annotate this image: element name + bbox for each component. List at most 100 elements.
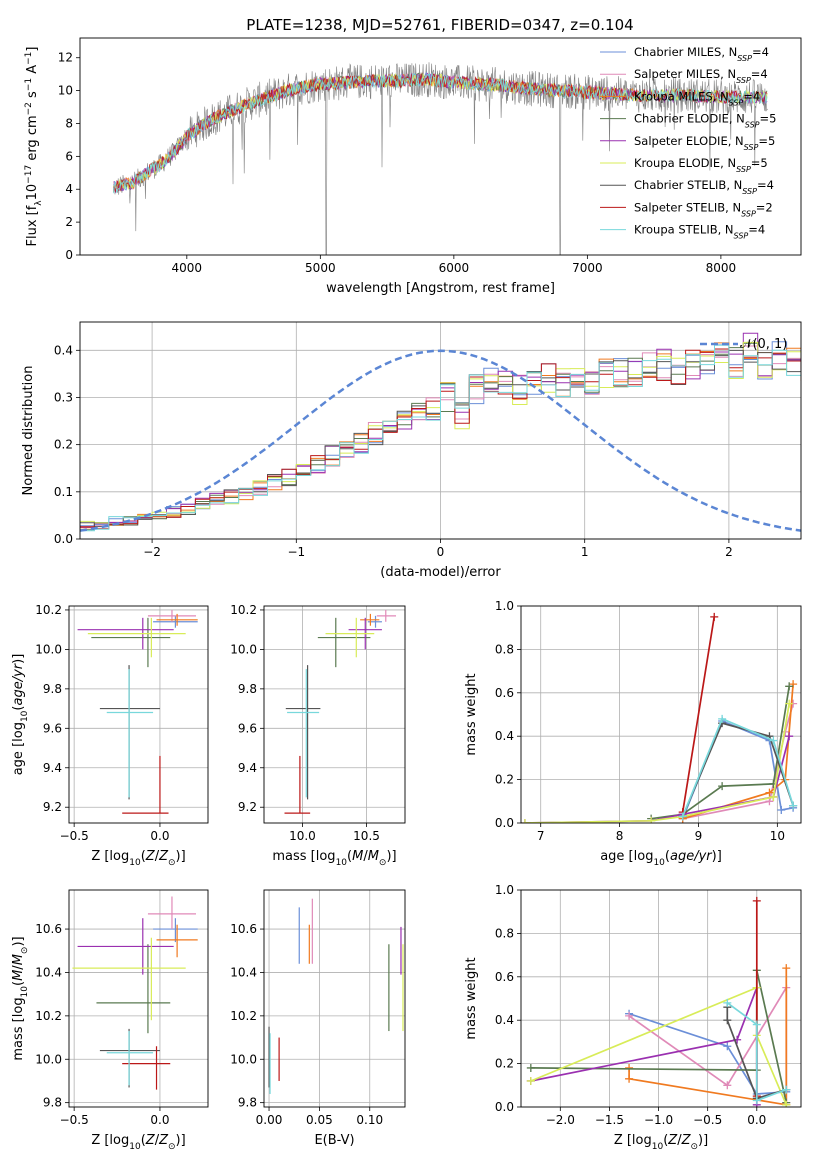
- data-point: [718, 782, 727, 791]
- tick-label-x: 2: [725, 545, 733, 559]
- plot-area-age-vs-mass: [284, 609, 397, 814]
- tick-label-y: 0.2: [495, 1057, 514, 1071]
- y-axis-label: Normed distribution: [21, 366, 36, 496]
- tick-label-x: −0.5: [693, 1113, 722, 1127]
- data-point: [625, 1063, 634, 1072]
- data-point: [769, 792, 778, 801]
- tick-label-y: 0.1: [54, 485, 73, 499]
- data-point: [782, 964, 791, 973]
- tick-label-x: −0.5: [60, 1113, 89, 1127]
- tick-label-y: 0.4: [495, 1013, 514, 1027]
- tick-label-x: 8000: [706, 261, 737, 275]
- data-point: [765, 788, 774, 797]
- tick-label-y: 9.4: [43, 761, 62, 775]
- y-axis-label: mass weight: [464, 673, 479, 755]
- tick-label-y: 10.2: [230, 603, 257, 617]
- data-point: [782, 1100, 791, 1107]
- tick-label-y: 10.6: [35, 922, 62, 936]
- data-point: [782, 1085, 791, 1094]
- x-axis-label: (data-model)/error: [380, 565, 501, 580]
- data-point: [526, 1076, 535, 1085]
- tick-label-x: 5000: [305, 261, 336, 275]
- data-point: [647, 816, 656, 823]
- tick-label-y: 10.0: [230, 1052, 257, 1066]
- tick-label-y: 10.0: [35, 1052, 62, 1066]
- tick-label-y: 9.6: [43, 721, 62, 735]
- tick-label-x: −0.5: [60, 829, 89, 843]
- panel-weight-vs-Z: −2.0 −1.5 −1.0 −0.5 0.0 0.0 0.2 0.4 0.6 0.8 1.0 Z […: [464, 883, 802, 1152]
- tick-label-x: 0.05: [306, 1113, 333, 1127]
- tick-label-y: 10.4: [35, 965, 62, 979]
- model-spectrum-kroupa-stelib: [112, 72, 768, 194]
- figure-title: PLATE=1238, MJD=52761, FIBERID=0347, z=0…: [246, 16, 633, 34]
- panel-residuals: −2 −1 0 1 2 0.0 0.1 0.2 0.3 0.4 𝒩(0, 1) (data-model…: [21, 321, 802, 580]
- tick-label-y: 9.2: [238, 800, 257, 814]
- x-axis-label: age [log10(age/yr)]: [600, 849, 722, 868]
- tick-label-y: 10.6: [230, 922, 257, 936]
- tick-label-x: 10.5: [353, 829, 380, 843]
- tick-label-y: 1.0: [495, 599, 514, 613]
- tick-label-x: 0.0: [150, 829, 169, 843]
- legend-entry: Chabrier STELIB, NSSP=4: [634, 178, 774, 196]
- x-axis-label: Z [log10(Z/Z⊙)]: [614, 1133, 708, 1152]
- tick-label-x: −2: [143, 545, 161, 559]
- tick-label-x: 8: [616, 829, 624, 843]
- data-point: [785, 699, 794, 708]
- panel-age-vs-Z: −0.5 0.0 9.2 9.4 9.6 9.8 10.0 10.2 Z [log10(Z/Z⊙…: [11, 603, 209, 868]
- tick-label-x: 0: [437, 545, 445, 559]
- y-axis-label: Flux [fλ10−17 erg cm−2 s−1 A−1]: [24, 47, 44, 247]
- tick-label-y: 0.4: [54, 343, 73, 357]
- tick-label-y: 10.2: [35, 1009, 62, 1023]
- series-line-salpeter-elodie: [530, 987, 758, 1105]
- y-axis-label: age [log10(age/yr)]: [11, 654, 30, 776]
- axes-frame: [68, 889, 209, 1108]
- tick-label-y: 10.0: [35, 642, 62, 656]
- histogram-salpeter-elodie: [80, 332, 801, 528]
- x-axis-label: mass [log10(M/M⊙)]: [272, 849, 396, 868]
- tick-label-y: 10.2: [230, 1009, 257, 1023]
- legend-entry: Salpeter ELODIE, NSSP=5: [634, 134, 775, 152]
- x-axis-label: Z [log10(Z/Z⊙)]: [91, 849, 185, 868]
- tick-label-y: 10: [58, 84, 73, 98]
- axes-frame: [79, 37, 802, 256]
- tick-label-y: 0.0: [495, 816, 514, 830]
- tick-label-y: 10.0: [230, 642, 257, 656]
- tick-label-x: 6000: [439, 261, 470, 275]
- data-point: [752, 896, 761, 905]
- axes-frame: [263, 889, 406, 1108]
- data-point: [789, 801, 798, 810]
- tick-label-y: 0.0: [495, 1100, 514, 1114]
- legend-entry: Salpeter MILES, NSSP=4: [634, 67, 768, 85]
- tick-label-x: 0.00: [256, 1113, 283, 1127]
- tick-label-y: 0.3: [54, 390, 73, 404]
- series-line-salpeter-miles: [682, 703, 794, 820]
- series-line-kroupa-stelib: [726, 1002, 787, 1102]
- tick-label-y: 10.4: [230, 965, 257, 979]
- axes-frame: [263, 605, 406, 824]
- tick-label-x: −1.0: [644, 1113, 673, 1127]
- panel-spectrum: 4000 5000 6000 7000 8000 0 2 4 6 8 10 12 Chabrier MI…: [24, 37, 802, 296]
- legend: Chabrier MILES, NSSP=4 Salpeter MILES, NS…: [600, 45, 776, 240]
- histogram-chabrier-elodie: [80, 342, 801, 531]
- plot-area-weight-vs-age: [521, 612, 798, 823]
- tick-label-x: 4000: [172, 261, 203, 275]
- series-line-salpeter-stelib: [681, 616, 716, 813]
- model-spectrum-salpeter-elodie: [112, 72, 768, 193]
- tick-label-y: 2: [65, 215, 73, 229]
- tick-label-y: 9.8: [238, 682, 257, 696]
- tick-label-y: 9.6: [238, 721, 257, 735]
- data-point: [723, 1016, 732, 1025]
- tick-label-y: 12: [58, 51, 73, 65]
- series-line-chabrier-stelib: [726, 1007, 787, 1100]
- data-point: [752, 1020, 761, 1029]
- tick-label-y: 9.8: [43, 682, 62, 696]
- normal-curve-line: [80, 349, 801, 532]
- tick-label-y: 0.4: [495, 729, 514, 743]
- tick-label-y: 9.4: [238, 761, 257, 775]
- tick-label-y: 9.8: [238, 1096, 257, 1110]
- tick-label-x: −2.0: [546, 1113, 575, 1127]
- x-axis-label: Z [log10(Z/Z⊙)]: [91, 1133, 185, 1152]
- tick-label-y: 9.2: [43, 800, 62, 814]
- histogram-salpeter-stelib: [80, 348, 801, 530]
